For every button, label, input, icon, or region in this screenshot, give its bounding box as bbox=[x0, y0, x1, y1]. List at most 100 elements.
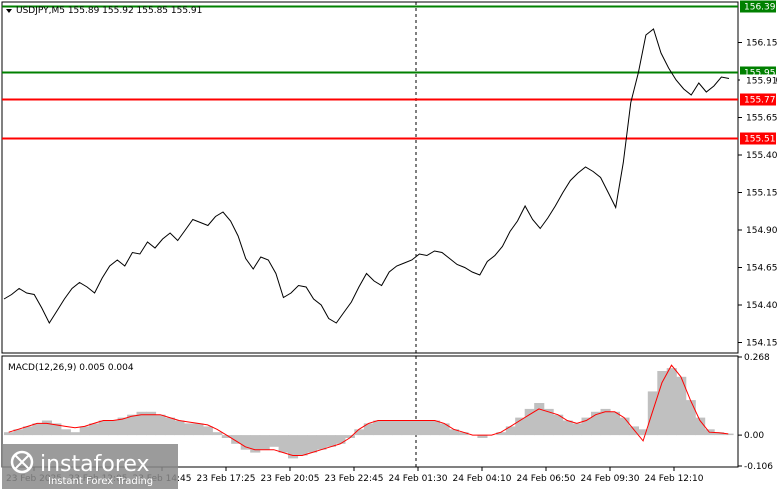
x-tick-label: 23 Feb 22:45 bbox=[324, 474, 383, 484]
macd-histogram-bar bbox=[591, 411, 602, 436]
macd-histogram-bar bbox=[221, 435, 232, 438]
x-tick-label: 24 Feb 09:30 bbox=[580, 474, 639, 484]
level-label-text: 155.51 bbox=[744, 135, 776, 145]
macd-histogram-bar bbox=[259, 435, 270, 450]
price-series-line bbox=[3, 28, 730, 325]
macd-histogram-bar bbox=[240, 435, 251, 450]
macd-histogram-bar bbox=[553, 414, 564, 436]
macd-histogram-bar bbox=[89, 423, 100, 436]
macd-histogram-bar bbox=[449, 429, 460, 436]
macd-histogram-bar bbox=[60, 429, 71, 436]
macd-histogram-bar bbox=[164, 417, 175, 436]
watermark-brand: instaforex bbox=[40, 452, 150, 477]
macd-histogram-bar bbox=[430, 420, 441, 436]
macd-histogram-bar bbox=[146, 411, 157, 436]
macd-histogram-bar bbox=[458, 432, 469, 436]
macd-histogram-bar bbox=[609, 411, 620, 436]
macd-histogram-bar bbox=[619, 417, 630, 436]
macd-histogram-bar bbox=[477, 435, 488, 438]
macd-histogram-bar bbox=[354, 429, 365, 436]
macd-histogram-bar bbox=[269, 435, 280, 447]
price-tick-label: 155.40 bbox=[746, 151, 778, 161]
x-tick-label: 23 Feb 20:05 bbox=[260, 474, 319, 484]
level-label-box bbox=[740, 0, 776, 13]
price-tick-label: 154.15 bbox=[746, 339, 778, 349]
dropdown-triangle-icon[interactable] bbox=[6, 9, 12, 13]
macd-histogram-bar bbox=[382, 420, 393, 436]
macd-histogram-bar bbox=[543, 408, 554, 436]
macd-histogram-bar bbox=[117, 417, 128, 436]
macd-histogram-bar bbox=[136, 411, 147, 436]
macd-histogram-bar bbox=[685, 400, 696, 436]
macd-histogram-bar bbox=[647, 391, 658, 436]
macd-histogram-bar bbox=[174, 420, 185, 436]
macd-histogram-bar bbox=[79, 426, 90, 436]
macd-histogram-bar bbox=[695, 417, 706, 436]
macd-histogram-bar bbox=[572, 423, 583, 436]
macd-histogram-bar bbox=[344, 435, 355, 438]
price-tick-label: 154.65 bbox=[746, 264, 778, 274]
level-label-text: 156.39 bbox=[744, 3, 776, 13]
macd-histogram-bar bbox=[335, 435, 346, 444]
macd-histogram-bar bbox=[288, 435, 299, 459]
instaforex-logo-icon bbox=[10, 450, 34, 474]
macd-histogram-bar bbox=[666, 368, 677, 436]
macd-histogram-bar bbox=[155, 414, 166, 436]
macd-histogram-bar bbox=[250, 435, 261, 453]
macd-histogram-bar bbox=[193, 423, 204, 436]
macd-histogram-bar bbox=[714, 432, 725, 436]
watermark-tagline: Instant Forex Trading bbox=[48, 476, 153, 487]
macd-histogram-bar bbox=[202, 426, 213, 436]
macd-histogram-bar bbox=[22, 426, 33, 436]
macd-histogram-bar bbox=[505, 426, 516, 436]
level-label-text: 155.77 bbox=[744, 96, 776, 106]
macd-histogram-bar bbox=[212, 432, 223, 436]
macd-histogram-bar bbox=[534, 403, 545, 436]
macd-histogram-bar bbox=[524, 408, 535, 436]
x-tick-label: 24 Feb 04:10 bbox=[452, 474, 511, 484]
price-tick-label: 154.40 bbox=[746, 301, 778, 311]
macd-histogram-bar bbox=[723, 433, 734, 436]
macd-tick-label: 0.00 bbox=[744, 431, 764, 441]
current-price-box bbox=[740, 74, 776, 87]
macd-histogram-bar bbox=[98, 420, 109, 436]
macd-histogram-bar bbox=[420, 420, 431, 436]
macd-layer bbox=[4, 364, 734, 459]
macd-histogram-bar bbox=[496, 432, 507, 436]
x-tick-label: 24 Feb 06:50 bbox=[516, 474, 575, 484]
price-title-text: USDJPY,M5 155.89 155.92 155.85 155.91 bbox=[16, 6, 202, 16]
macd-histogram-bar bbox=[278, 435, 289, 453]
macd-histogram-bar bbox=[392, 420, 403, 436]
level-label-box bbox=[740, 93, 776, 106]
level-label-box bbox=[740, 132, 776, 145]
macd-histogram-bar bbox=[183, 423, 194, 436]
macd-histogram-bar bbox=[51, 423, 62, 436]
x-tick-label: 24 Feb 01:30 bbox=[388, 474, 447, 484]
macd-title-text: MACD(12,26,9) 0.005 0.004 bbox=[8, 363, 134, 373]
macd-histogram-bar bbox=[325, 435, 336, 447]
macd-signal-line bbox=[8, 364, 729, 456]
x-tick-label: 23 Feb 17:25 bbox=[196, 474, 255, 484]
macd-tick-label: -0.106 bbox=[744, 462, 773, 472]
macd-histogram-bar bbox=[439, 423, 450, 436]
macd-histogram-bar bbox=[411, 420, 422, 436]
price-title: USDJPY,M5 155.89 155.92 155.85 155.91 bbox=[6, 6, 202, 16]
macd-histogram-bar bbox=[363, 423, 374, 436]
watermark: instaforex Instant Forex Trading bbox=[2, 444, 178, 489]
macd-histogram-bar bbox=[4, 432, 15, 436]
macd-histogram-bar bbox=[676, 376, 687, 436]
macd-histogram-bar bbox=[316, 435, 327, 450]
macd-histogram-bar bbox=[127, 414, 138, 436]
price-tick-label: 155.15 bbox=[746, 189, 778, 199]
macd-histogram-bar bbox=[581, 417, 592, 436]
macd-histogram-bar bbox=[657, 371, 668, 436]
macd-histogram-bar bbox=[41, 420, 52, 436]
level-label-text: 155.95 bbox=[744, 69, 776, 79]
macd-tick-label: 0.268 bbox=[744, 353, 770, 363]
price-tick-label: 155.65 bbox=[746, 114, 778, 124]
macd-histogram-bar bbox=[628, 426, 639, 436]
price-panel bbox=[1, 1, 739, 354]
macd-histogram-bar bbox=[297, 435, 308, 456]
macd-histogram-bar bbox=[638, 429, 649, 436]
